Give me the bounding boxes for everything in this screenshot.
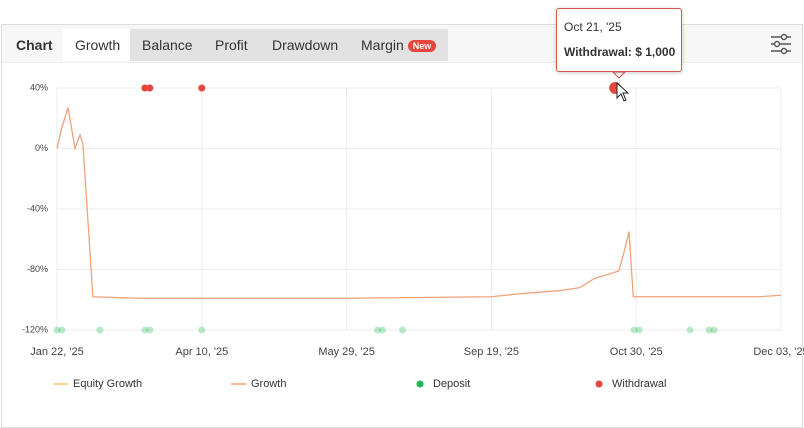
marker <box>710 326 718 334</box>
x-tick-label: May 29, '25 <box>318 346 375 358</box>
marker <box>379 326 387 334</box>
cursor <box>616 81 630 102</box>
y-tick-label: 0% <box>35 143 48 153</box>
legend-label: Deposit <box>433 378 470 390</box>
marker <box>141 84 149 92</box>
marker <box>96 326 104 334</box>
x-tick-label: Oct 30, '25 <box>610 346 663 358</box>
y-tick-label: -40% <box>27 203 48 213</box>
settings-icon[interactable] <box>769 32 793 56</box>
legend-label: Withdrawal <box>612 378 666 390</box>
y-tick-label: -120% <box>22 324 48 334</box>
tab[interactable]: Margin New <box>349 29 449 61</box>
x-tick-label: Dec 03, '25 <box>753 346 804 358</box>
legend-swatch <box>595 380 603 388</box>
marker <box>686 326 694 334</box>
marker <box>146 326 154 334</box>
tab[interactable]: Chart <box>16 37 53 53</box>
legend-label: Growth <box>251 378 286 390</box>
tab[interactable]: Growth <box>63 29 133 61</box>
growth-line <box>56 107 782 299</box>
marker <box>198 84 206 92</box>
tab[interactable]: Drawdown <box>260 29 351 61</box>
y-tick-label: -80% <box>27 264 48 274</box>
marker <box>198 326 206 334</box>
marker <box>398 326 406 334</box>
marker <box>635 326 643 334</box>
marker <box>705 326 713 334</box>
marker <box>53 326 61 334</box>
legend-label: Equity Growth <box>73 378 142 390</box>
marker <box>58 326 66 334</box>
tooltip-label: Withdrawal: $ 1,000 <box>564 45 676 59</box>
marker <box>141 326 149 334</box>
marker <box>146 84 154 92</box>
tab[interactable]: Balance <box>130 29 205 61</box>
x-tick-label: Jan 22, '25 <box>30 346 83 358</box>
tab-label: Margin <box>361 37 404 53</box>
x-tick-label: Sep 19, '25 <box>464 346 519 358</box>
tooltip: Oct 21, '25 Withdrawal: $ 1,000 <box>556 8 682 72</box>
legend-swatch <box>416 380 424 388</box>
marker <box>630 326 638 334</box>
x-tick-label: Apr 10, '25 <box>175 346 228 358</box>
badge: New <box>407 40 437 52</box>
tooltip-date: Oct 21, '25 <box>564 20 622 34</box>
y-tick-label: 40% <box>30 82 48 92</box>
tab[interactable]: Profit <box>203 29 260 61</box>
tooltip-arrow <box>611 71 627 79</box>
marker <box>374 326 382 334</box>
